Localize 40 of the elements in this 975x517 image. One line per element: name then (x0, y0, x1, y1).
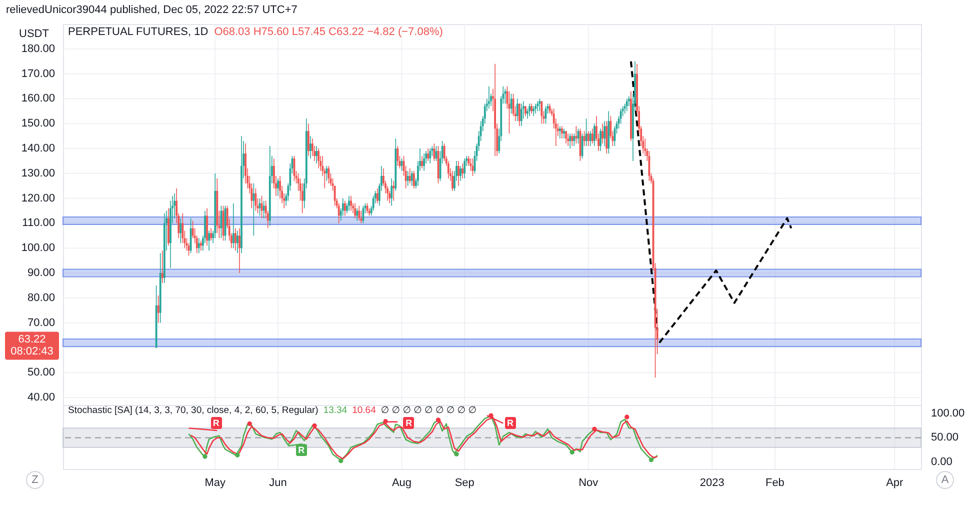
annotation: ∅ ∅ ∅ ∅ ∅ ∅ ∅ ∅ ∅ (380, 405, 476, 416)
y-tick-label: 160.00 (21, 92, 55, 105)
x-tick-label: Nov (578, 477, 599, 489)
y-tick-label: 0.00 (931, 456, 952, 468)
annotation: R (403, 417, 414, 430)
y-tick-label: 100.00 (931, 408, 965, 420)
y-tick-label: 90.00 (27, 267, 55, 280)
text: relievedUnicor39044 published, Dec 05, 2022 22:57 UTC+7 (6, 4, 298, 16)
x-tick-label: May (204, 477, 226, 489)
y-tick-label: 50.00 (931, 432, 959, 444)
y-tick-label: 40.00 (27, 392, 55, 404)
y-tick-label: 110.00 (22, 217, 55, 230)
y-tick-label: 50.00 (27, 366, 55, 379)
y-tick-label: 100.00 (21, 242, 55, 254)
annotation: R (210, 417, 222, 430)
y-axis-title: USDT (19, 28, 50, 40)
text: 63.22 08:02:43 (10, 334, 54, 358)
y-tick-label: 180.00 (21, 42, 55, 55)
y-tick-label: 80.00 (27, 292, 55, 304)
round-button: A (936, 471, 954, 489)
y-tick-label: 140.00 (21, 142, 55, 155)
y-tick-label: 120.00 (21, 192, 55, 204)
series-label: 13.34 (323, 405, 348, 416)
x-tick-label: Jun (269, 477, 287, 489)
y-tick-label: 130.00 (21, 167, 55, 180)
y-tick-label: 170.00 (21, 68, 55, 80)
chart-title: Stochastic [SA] (14, 3, 3, 70, 30, close, 4, 2, 60, 5, Regular) (68, 405, 318, 416)
chart-subtitle: O68.03 H75.60 L57.45 C63.22 −4.82 (−7.08%) (214, 26, 443, 38)
annotation: R (296, 444, 307, 456)
x-tick-label: 2023 (700, 477, 724, 489)
y-tick-label: 70.00 (27, 316, 55, 329)
x-tick-label: Feb (765, 477, 784, 489)
chart-title: PERPETUAL FUTURES, 1D (68, 26, 208, 38)
x-tick-label: Aug (392, 477, 412, 489)
annotation: R (504, 417, 516, 430)
round-button: Z (26, 471, 44, 489)
x-tick-label: Sep (454, 477, 474, 489)
x-tick-label: Apr (886, 477, 904, 489)
series-label: 10.64 (352, 405, 376, 416)
y-tick-label: 150.00 (21, 118, 55, 130)
